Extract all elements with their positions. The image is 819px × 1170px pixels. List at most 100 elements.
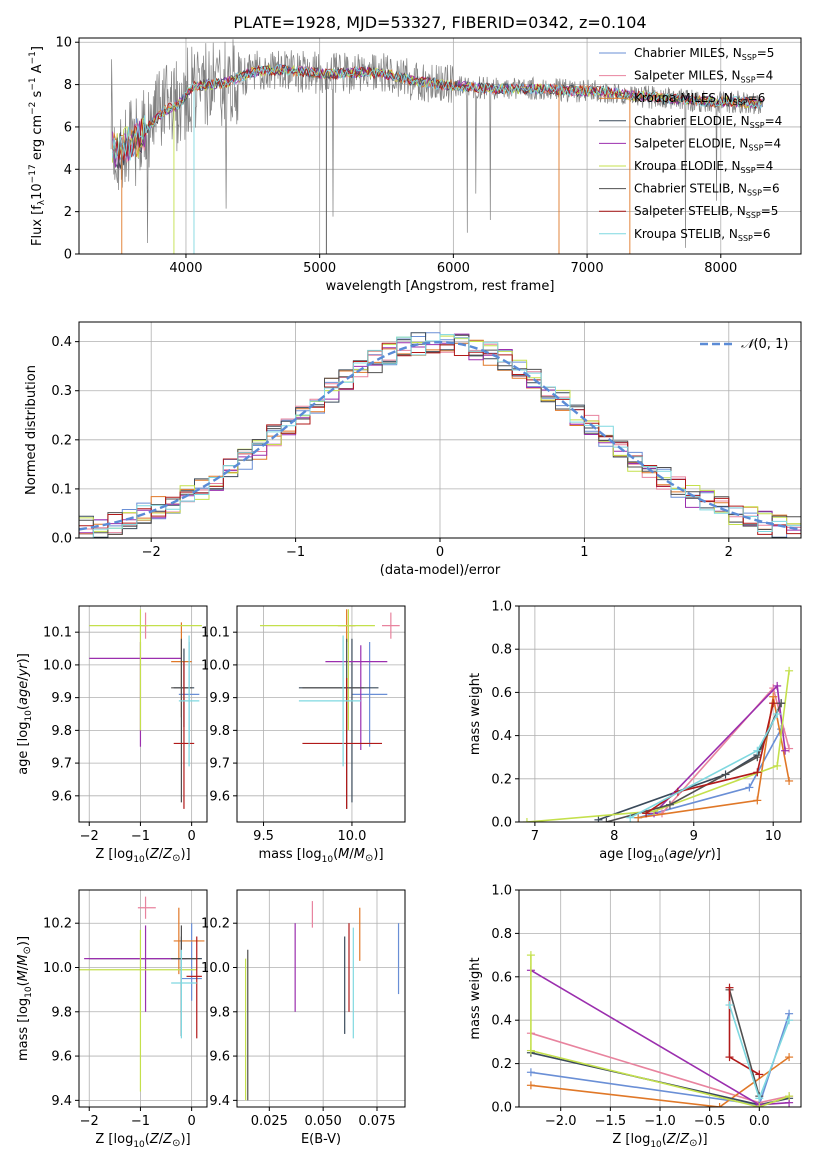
legend-label: Kroupa ELODIE, NSSP=4 — [634, 159, 773, 175]
point-kroupa-elodie — [259, 609, 375, 731]
y-tick-label: 9.6 — [51, 1050, 72, 1065]
y-tick-label: 0.3 — [51, 384, 72, 399]
y-tick-label: 9.9 — [209, 691, 230, 706]
x-tick-label: −1 — [131, 829, 150, 844]
y-tick-label: 0.0 — [491, 816, 512, 831]
x-tick-label: −1 — [286, 545, 305, 560]
panel-weight_vs_Z: −2.0 −1.5 −1.0 −0.5 0.0 0.0 0.2 0.4 0.6 0.8 1.0 mas… — [468, 884, 802, 1150]
y-axis-label: age [log10(age/yr)] — [16, 653, 34, 775]
legend-label: Salpeter MILES, NSSP=4 — [634, 69, 773, 85]
x-tick-label: 10 — [765, 829, 782, 844]
x-tick-label: −0.5 — [694, 1114, 726, 1129]
y-axis-label: mass weight — [468, 957, 483, 1039]
plot-area-weight_vs_Z — [519, 890, 801, 1107]
y-tick-label: 4 — [64, 163, 72, 178]
x-axis-label: age [log10(age/yr)] — [599, 847, 721, 865]
y-tick-label: 9.4 — [51, 1094, 72, 1109]
series-kroupa-miles — [526, 1053, 794, 1107]
point-kroupa-elodie — [79, 929, 197, 1092]
y-tick-label: 9.8 — [51, 724, 72, 739]
plot-area-age_vs_Z — [79, 606, 207, 822]
y-tick-label: 9.8 — [51, 1005, 72, 1020]
point-salpeter-stelib — [302, 678, 383, 809]
point-salpeter-stelib — [173, 661, 195, 809]
y-tick-label: 8 — [64, 78, 72, 93]
y-tick-label: 9.8 — [209, 1005, 230, 1020]
y-tick-label: 1.0 — [491, 600, 512, 615]
x-axis-label: wavelength [Angstrom, rest frame] — [326, 279, 555, 294]
x-tick-label: −1 — [131, 1114, 150, 1129]
legend-label: Kroupa STELIB, NSSP=6 — [634, 227, 771, 243]
series-line — [645, 703, 774, 815]
y-tick-label: 6 — [64, 120, 72, 135]
y-tick-label: 9.7 — [209, 757, 230, 772]
axes-frame — [78, 889, 208, 1108]
series-line — [598, 702, 782, 821]
model-spectrum-kroupa-stelib — [112, 64, 763, 161]
x-tick-label: −1.0 — [644, 1114, 676, 1129]
y-tick-label: 1.0 — [491, 884, 512, 899]
y-tick-label: 9.6 — [209, 1050, 230, 1065]
panel-age_vs_Z: −2 −1 0 9.6 9.7 9.8 9.9 10.0 10.1 Z [log10(Z/Z⊙)]… — [16, 605, 208, 865]
y-tick-label: 10.0 — [43, 658, 72, 673]
panel-residuals: −2 −1 0 1 2 0.0 0.1 0.2 0.3 0.4 (data-model)/error… — [24, 321, 802, 578]
x-tick-label: 7000 — [571, 261, 604, 276]
residual-histogram-kroupa-stelib — [79, 334, 801, 538]
point-salpeter-stelib — [186, 936, 202, 1039]
axes-frame — [518, 605, 802, 823]
x-tick-label: 2 — [725, 545, 733, 560]
axes-frame — [236, 889, 406, 1108]
x-tick-label: 0 — [187, 1114, 195, 1129]
x-tick-label: 0 — [187, 829, 195, 844]
residual-legend: 𝒩(0, 1) — [700, 337, 788, 352]
series-chabrier-stelib — [725, 985, 764, 1101]
series-line — [728, 989, 761, 1097]
series-kroupa-elodie — [526, 951, 794, 1107]
legend-label: Chabrier ELODIE, NSSP=4 — [634, 114, 782, 130]
y-tick-label: 0.0 — [491, 1101, 512, 1116]
y-axis-label: Flux [fλ10−17 erg cm−2 s−1 A−1] — [28, 46, 47, 246]
y-tick-label: 0.4 — [491, 1014, 512, 1029]
legend-label: Chabrier STELIB, NSSP=6 — [634, 182, 780, 198]
x-tick-label: 8000 — [704, 261, 737, 276]
y-tick-label: 0.8 — [491, 643, 512, 658]
y-tick-label: 0.6 — [491, 686, 512, 701]
y-tick-label: 2 — [64, 205, 72, 220]
figure-title: PLATE=1928, MJD=53327, FIBERID=0342, z=0… — [233, 13, 646, 32]
x-tick-label: −2.0 — [545, 1114, 577, 1129]
y-tick-label: 0.2 — [51, 433, 72, 448]
y-tick-label: 10.1 — [43, 626, 72, 641]
spectrum-legend: Chabrier MILES, NSSP=5 Salpeter MILES, NS… — [599, 46, 782, 243]
legend-label: Chabrier MILES, NSSP=5 — [634, 46, 774, 62]
y-tick-label: 10.0 — [43, 961, 72, 976]
point-salpeter-miles — [382, 612, 400, 639]
point-kroupa-stelib — [298, 635, 361, 767]
series-kroupa-elodie — [522, 666, 794, 822]
y-tick-label: 0.0 — [51, 532, 72, 547]
x-tick-label: −2 — [80, 829, 99, 844]
x-tick-label: 5000 — [303, 261, 336, 276]
plot-area-residuals — [79, 322, 801, 538]
y-tick-label: 0.2 — [491, 1057, 512, 1072]
normal-curve — [79, 340, 801, 531]
x-tick-label: 6000 — [437, 261, 470, 276]
x-tick-label: 0 — [436, 545, 444, 560]
x-tick-label: 1 — [580, 545, 588, 560]
plot-area-mass_vs_ebv — [237, 890, 405, 1107]
point-kroupa-miles — [173, 907, 205, 975]
y-tick-label: 10.0 — [201, 658, 230, 673]
model-spectrum-salpeter-stelib — [112, 64, 763, 161]
series-line — [530, 955, 790, 1107]
x-tick-label: −2 — [142, 545, 161, 560]
y-axis-label: mass [log10(M/M⊙)] — [16, 936, 34, 1061]
x-tick-label: 0.075 — [358, 1114, 395, 1129]
point-chabrier-miles — [181, 923, 202, 1001]
panel-mass_vs_ebv: 0.025 0.050 0.075 9.4 9.6 9.8 10.0 10.2 E(B-V) — [201, 889, 406, 1147]
series-line — [530, 1056, 790, 1107]
y-tick-label: 10.1 — [201, 626, 230, 641]
residual-histogram-salpeter-stelib — [79, 342, 801, 535]
x-tick-label: −1.5 — [595, 1114, 627, 1129]
series-line — [728, 987, 760, 1076]
y-tick-label: 10.0 — [201, 961, 230, 976]
